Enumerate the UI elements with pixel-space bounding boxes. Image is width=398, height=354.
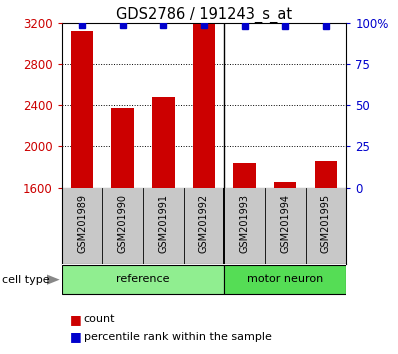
Bar (111, 108, 134, 188)
Text: reference: reference (116, 274, 170, 284)
Text: GSM201991: GSM201991 (158, 194, 168, 253)
Polygon shape (47, 275, 60, 285)
Bar (62, 266, 224, 294)
Bar (193, 24, 215, 188)
Bar (152, 97, 174, 188)
Text: GSM201990: GSM201990 (118, 194, 128, 253)
Text: ■: ■ (70, 331, 82, 343)
Text: GSM201989: GSM201989 (77, 194, 87, 253)
Bar (224, 266, 346, 294)
Text: count: count (84, 314, 115, 324)
Text: ■: ■ (70, 313, 82, 326)
Text: GSM201992: GSM201992 (199, 194, 209, 253)
Bar (274, 182, 297, 188)
Bar (234, 163, 256, 188)
Title: GDS2786 / 191243_s_at: GDS2786 / 191243_s_at (116, 7, 292, 23)
Text: cell type: cell type (2, 275, 50, 285)
Text: GSM201995: GSM201995 (321, 194, 331, 253)
Text: GSM201993: GSM201993 (240, 194, 250, 253)
Text: GSM201994: GSM201994 (280, 194, 290, 253)
Text: percentile rank within the sample: percentile rank within the sample (84, 332, 271, 342)
Text: motor neuron: motor neuron (247, 274, 324, 284)
Bar (71, 31, 93, 188)
Bar (315, 161, 337, 188)
